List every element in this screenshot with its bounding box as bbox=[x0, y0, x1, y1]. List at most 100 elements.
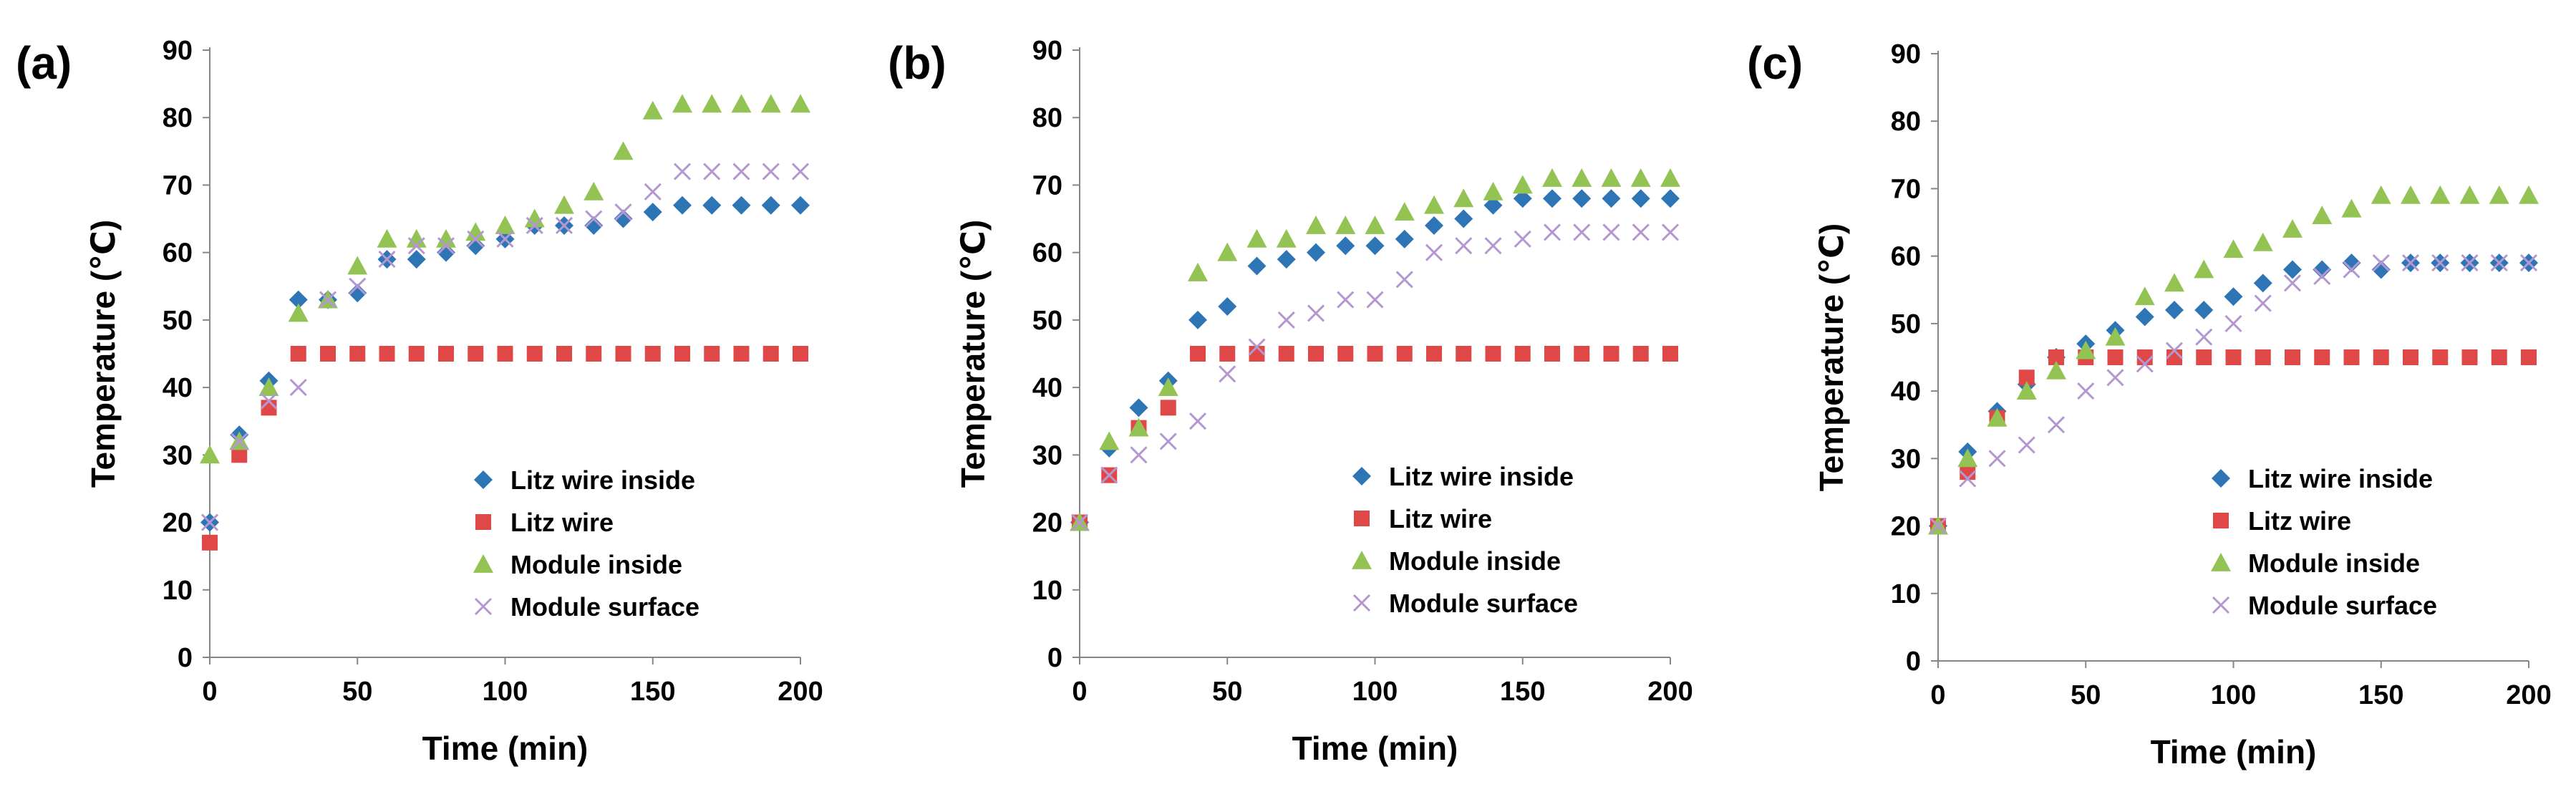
data-point bbox=[1276, 228, 1297, 248]
data-point bbox=[407, 237, 425, 255]
data-point bbox=[408, 346, 425, 362]
data-point bbox=[1070, 513, 1089, 531]
data-point bbox=[2342, 253, 2361, 273]
y-tick-label: 20 bbox=[1891, 512, 1921, 542]
data-point bbox=[2313, 260, 2332, 279]
legend-entry: Module surface bbox=[510, 592, 699, 622]
legend-entry: Litz wire bbox=[2248, 506, 2351, 536]
data-point bbox=[2401, 254, 2420, 272]
x-tick-label: 150 bbox=[2358, 680, 2403, 710]
legend-entry: Litz wire bbox=[510, 508, 614, 537]
legend-entry: Litz wire inside bbox=[510, 465, 695, 495]
data-point bbox=[320, 346, 336, 362]
data-point bbox=[1424, 195, 1444, 214]
data-point bbox=[2018, 436, 2035, 454]
legend-marker bbox=[2212, 596, 2230, 614]
data-point bbox=[584, 216, 604, 235]
data-point bbox=[260, 392, 278, 410]
legend-marker bbox=[474, 597, 493, 616]
y-tick-label: 70 bbox=[1891, 174, 1921, 204]
data-point bbox=[2195, 328, 2213, 346]
series-litz-wire bbox=[1072, 346, 1678, 531]
data-point bbox=[2016, 381, 2037, 400]
data-point bbox=[1426, 346, 1442, 362]
data-point bbox=[1929, 517, 1947, 535]
legend-marker bbox=[1352, 467, 1371, 485]
data-point bbox=[760, 94, 781, 113]
data-point bbox=[584, 181, 604, 200]
data-point bbox=[1278, 346, 1294, 362]
data-point bbox=[349, 277, 367, 295]
data-point bbox=[1512, 175, 1533, 194]
x-tick-label: 50 bbox=[342, 677, 372, 707]
data-point bbox=[2313, 267, 2331, 285]
y-tick-label: 0 bbox=[1047, 643, 1062, 673]
legend-entry: Module surface bbox=[1389, 589, 1578, 618]
data-point bbox=[1277, 250, 1296, 269]
x-tick-label: 150 bbox=[1500, 677, 1545, 707]
data-point bbox=[1572, 189, 1592, 208]
data-point bbox=[674, 346, 690, 362]
data-point bbox=[2077, 382, 2095, 400]
data-point bbox=[1513, 189, 1532, 208]
y-tick-label: 0 bbox=[1906, 647, 1921, 677]
data-point bbox=[437, 237, 455, 255]
data-point bbox=[1483, 181, 1504, 200]
series-module-inside bbox=[200, 94, 810, 464]
data-point bbox=[526, 346, 543, 362]
chart-panel-2: (b) 0 10 20 30 40 50 60 70 80 90 0 50 100 150 200 Time (… bbox=[888, 36, 1693, 767]
data-point bbox=[703, 163, 721, 180]
legend: Litz wire inside Litz wire Module inside Mo… bbox=[473, 465, 699, 622]
data-point bbox=[1631, 189, 1650, 208]
data-point bbox=[2461, 254, 2479, 272]
legend-entry: Litz wire inside bbox=[1389, 462, 1574, 491]
data-point bbox=[1217, 242, 1238, 261]
data-point bbox=[347, 256, 368, 275]
data-point bbox=[2519, 185, 2539, 204]
data-point bbox=[1988, 450, 2006, 468]
data-point bbox=[2107, 349, 2124, 365]
data-point bbox=[2489, 185, 2509, 204]
y-tick-label: 90 bbox=[1891, 39, 1921, 69]
y-axis-title: Temperature (℃) bbox=[1813, 223, 1850, 491]
data-point bbox=[2491, 349, 2507, 365]
y-axis-title: Temperature (℃) bbox=[954, 220, 992, 488]
data-point bbox=[1484, 237, 1502, 255]
data-point bbox=[258, 377, 279, 397]
data-point bbox=[496, 230, 514, 248]
data-point bbox=[2521, 349, 2537, 365]
data-point bbox=[319, 291, 337, 309]
data-point bbox=[2018, 369, 2035, 386]
data-point bbox=[2224, 287, 2243, 306]
legend-marker bbox=[1352, 594, 1371, 612]
y-tick-label: 10 bbox=[163, 576, 193, 606]
x-tick-label: 100 bbox=[1352, 677, 1398, 707]
y-axis-title: Temperature (℃) bbox=[84, 220, 122, 488]
data-point bbox=[1396, 346, 1413, 362]
data-point bbox=[379, 346, 395, 362]
data-point bbox=[1307, 243, 1325, 262]
data-point bbox=[1190, 346, 1206, 362]
data-point bbox=[554, 195, 574, 214]
data-point bbox=[231, 433, 248, 450]
data-point bbox=[1425, 216, 1443, 235]
y-tick-label: 80 bbox=[1032, 103, 1062, 133]
data-point bbox=[2403, 349, 2418, 365]
data-point bbox=[2285, 349, 2300, 365]
data-point bbox=[642, 100, 663, 120]
chart-panel-1: (a) 0 10 20 30 40 50 60 70 80 90 0 50 100 150 200 Time (… bbox=[16, 36, 823, 767]
x-tick-label: 200 bbox=[1647, 677, 1693, 707]
data-point bbox=[2252, 232, 2273, 251]
legend-entry: Litz wire bbox=[1389, 504, 1492, 533]
data-point bbox=[1601, 168, 1622, 187]
x-tick-label: 100 bbox=[2211, 680, 2256, 710]
data-point bbox=[1603, 346, 1619, 362]
data-point bbox=[1160, 400, 1176, 416]
x-tick-label: 50 bbox=[2071, 680, 2101, 710]
data-point bbox=[1454, 209, 1473, 228]
y-tick-label: 30 bbox=[1032, 440, 1062, 470]
series-litz-wire bbox=[202, 346, 808, 551]
panel-label: (a) bbox=[16, 37, 72, 89]
data-point bbox=[526, 216, 543, 235]
data-point bbox=[2312, 206, 2333, 225]
